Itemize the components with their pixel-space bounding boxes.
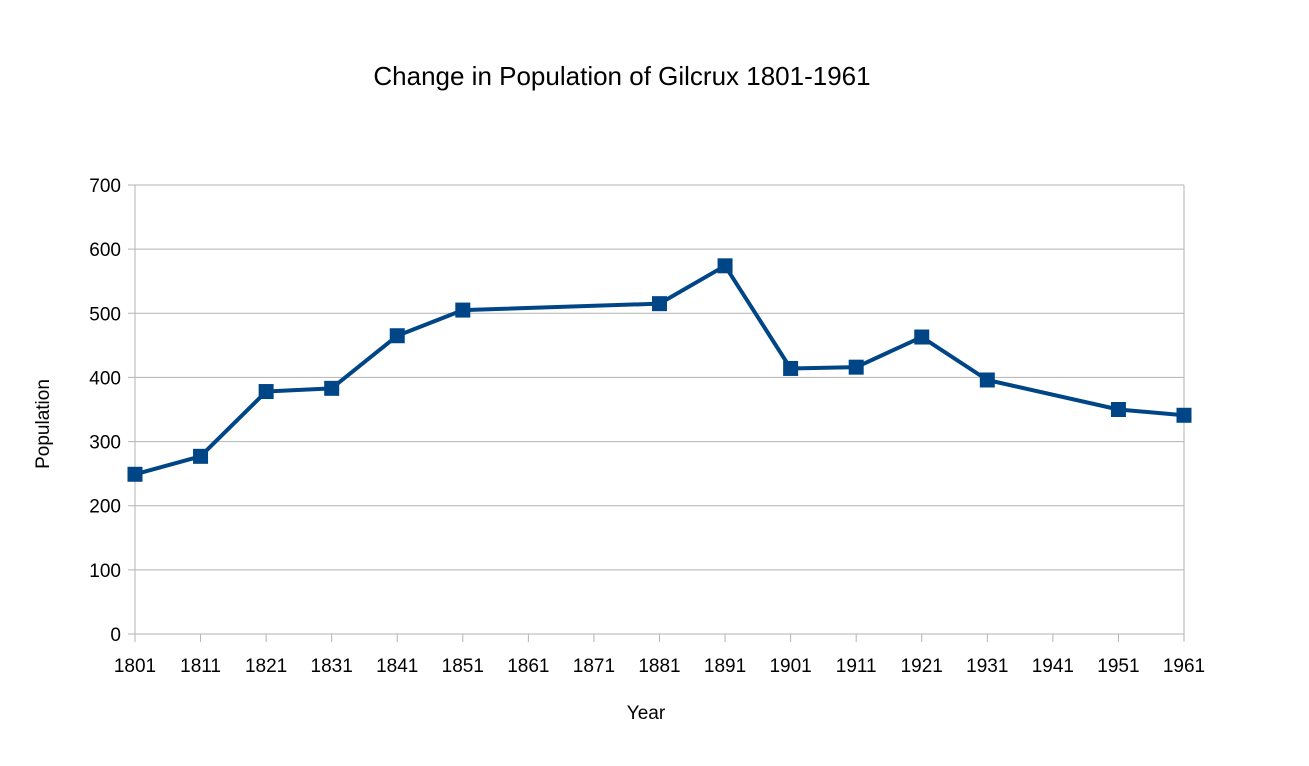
x-tick-label: 1831 <box>311 656 353 677</box>
y-axis-title: Population <box>33 379 54 469</box>
y-tick-label: 600 <box>89 240 121 261</box>
y-tick-label: 100 <box>89 561 121 582</box>
y-tick-label: 0 <box>110 625 121 646</box>
y-tick-label: 400 <box>89 368 121 389</box>
data-point-marker <box>783 360 799 376</box>
y-tick-label: 700 <box>89 176 121 197</box>
x-tick-label: 1841 <box>376 656 418 677</box>
axes <box>134 185 1185 642</box>
x-tick-label: 1931 <box>966 656 1008 677</box>
data-point-marker <box>979 372 995 388</box>
x-tick-label: 1871 <box>573 656 615 677</box>
x-axis-title: Year <box>627 703 666 724</box>
y-tick-label: 200 <box>89 497 121 518</box>
data-point-marker <box>1110 402 1126 417</box>
grid-lines <box>128 184 1184 635</box>
data-point-marker <box>324 380 340 396</box>
data-point-marker <box>914 329 930 345</box>
data-point-marker <box>455 302 471 318</box>
x-tick-label: 1911 <box>836 656 877 677</box>
x-tick-label: 1951 <box>1097 656 1139 677</box>
y-axis-tick-labels: 0 100 200 300 400 500 600 700 <box>89 176 121 646</box>
x-tick-label: 1811 <box>180 656 221 677</box>
data-point-marker <box>127 466 143 482</box>
x-tick-label: 1821 <box>245 656 287 677</box>
x-tick-label: 1801 <box>114 656 156 677</box>
data-point-marker <box>848 359 864 375</box>
data-point-marker <box>258 384 274 400</box>
chart-title: Change in Population of Gilcrux 1801-196… <box>373 61 870 91</box>
x-tick-label: 1881 <box>638 656 680 677</box>
data-point-marker <box>389 328 405 344</box>
series-layer <box>127 258 1192 482</box>
x-tick-label: 1851 <box>442 656 484 677</box>
data-point-marker <box>652 296 667 312</box>
x-tick-label: 1961 <box>1163 656 1205 677</box>
y-tick-label: 300 <box>89 433 121 454</box>
data-point-marker <box>193 448 209 464</box>
data-point-marker <box>1176 407 1192 423</box>
x-axis-tick-labels: 1801 1811 1821 1831 1841 1851 1861 1871 1881 1891… <box>114 656 1205 677</box>
series-line <box>134 263 1185 477</box>
data-point-marker <box>717 258 733 274</box>
x-tick-label: 1901 <box>769 656 811 677</box>
x-tick-label: 1921 <box>901 656 943 677</box>
x-tick-label: 1941 <box>1032 656 1074 677</box>
x-tick-label: 1861 <box>507 656 549 677</box>
x-tick-label: 1891 <box>704 656 746 677</box>
y-tick-label: 500 <box>89 304 121 325</box>
